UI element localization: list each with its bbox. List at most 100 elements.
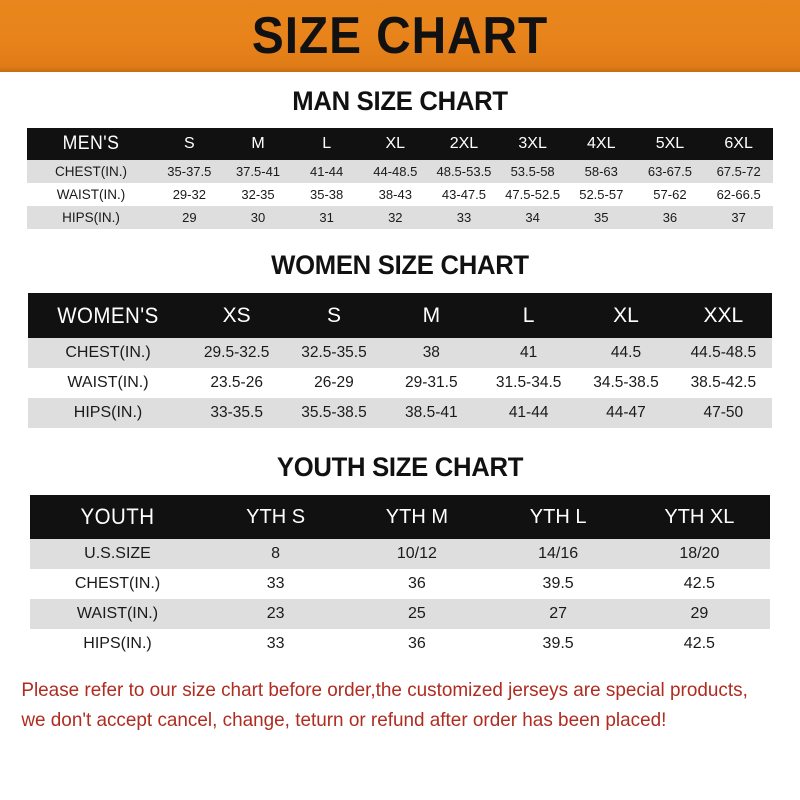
disclaimer-note: Please refer to our size chart before or… — [0, 675, 776, 735]
youth-hips-s: 33 — [266, 635, 285, 652]
men-header-row: MEN'S S M L XL 2XL 3XL 4XL 5XL 6XL — [27, 128, 773, 160]
youth-ussize-s: 8 — [271, 545, 281, 562]
disclaimer-line-2: we don't accept cancel, change, teturn o… — [21, 709, 667, 731]
youth-table-body: U.S.SIZE 8 10/12 14/16 18/20 CHEST(IN.) … — [30, 539, 770, 659]
men-waist-4xl: 52.5-57 — [579, 187, 624, 202]
women-col-m: M — [422, 303, 441, 327]
women-header-row: WOMEN'S XS S M L XL XXL — [28, 293, 772, 338]
women-waist-xs: 23.5-26 — [210, 374, 263, 391]
men-waist-m: 32-35 — [241, 187, 275, 202]
women-chest-xxl: 44.5-48.5 — [690, 344, 757, 361]
women-col-xs: XS — [222, 303, 251, 327]
women-row-label-waist: WAIST(IN.) — [67, 374, 149, 391]
men-row-label-waist: WAIST(IN.) — [56, 187, 126, 202]
youth-hips-l: 39.5 — [542, 635, 574, 652]
table-row: U.S.SIZE 8 10/12 14/16 18/20 — [30, 539, 770, 569]
youth-chest-m: 36 — [407, 575, 426, 592]
section-title-man: MAN SIZE CHART — [292, 86, 508, 116]
youth-waist-xl: 29 — [690, 605, 709, 622]
women-hips-xs: 33-35.5 — [210, 404, 263, 421]
men-chest-5xl: 63-67.5 — [647, 164, 692, 179]
youth-table-head: YOUTH YTH S YTH M YTH L YTH XL — [30, 495, 770, 539]
men-chest-s: 35-37.5 — [167, 164, 212, 179]
youth-col-m: YTH M — [385, 505, 448, 528]
men-chest-6xl: 67.5-72 — [716, 164, 761, 179]
men-hips-5xl: 36 — [662, 210, 678, 225]
men-hips-m: 30 — [250, 210, 266, 225]
youth-header-row: YOUTH YTH S YTH M YTH L YTH XL — [30, 495, 770, 539]
men-waist-xl: 38-43 — [378, 187, 412, 202]
men-col-xl: XL — [385, 135, 406, 152]
table-row: CHEST(IN.) 35-37.5 37.5-41 41-44 44-48.5… — [27, 160, 773, 183]
men-col-s: S — [183, 135, 195, 152]
women-col-l: L — [522, 303, 535, 327]
table-row: HIPS(IN.) 33-35.5 35.5-38.5 38.5-41 41-4… — [28, 398, 772, 428]
men-col-l: L — [322, 135, 332, 152]
men-waist-6xl: 62-66.5 — [716, 187, 761, 202]
table-row: HIPS(IN.) 29 30 31 32 33 34 35 36 37 — [27, 206, 773, 229]
women-chest-l: 41 — [520, 344, 538, 361]
women-hips-l: 41-44 — [508, 404, 549, 421]
youth-chest-xl: 42.5 — [683, 575, 715, 592]
women-row-label-hips: HIPS(IN.) — [73, 404, 143, 421]
youth-col-s: YTH S — [246, 505, 306, 528]
men-col-m: M — [251, 135, 265, 152]
women-waist-xxl: 38.5-42.5 — [690, 374, 757, 391]
youth-ussize-m: 10/12 — [396, 545, 437, 562]
youth-hips-xl: 42.5 — [683, 635, 715, 652]
youth-waist-m: 25 — [407, 605, 426, 622]
men-col-5xl: 5XL — [655, 135, 685, 152]
page-banner: SIZE CHART — [0, 0, 800, 72]
youth-row-label-chest: CHEST(IN.) — [74, 575, 161, 592]
youth-hips-m: 36 — [407, 635, 426, 652]
section-title-youth: YOUTH SIZE CHART — [276, 452, 524, 482]
women-col-xl: XL — [613, 303, 639, 327]
men-table-head: MEN'S S M L XL 2XL 3XL 4XL 5XL 6XL — [27, 128, 773, 160]
women-row-label-chest: CHEST(IN.) — [65, 344, 151, 361]
women-hips-s: 35.5-38.5 — [301, 404, 367, 421]
youth-waist-l: 27 — [549, 605, 568, 622]
women-chest-s: 32.5-35.5 — [301, 344, 367, 361]
men-waist-2xl: 43-47.5 — [441, 187, 486, 202]
men-chest-xl: 44-48.5 — [373, 164, 418, 179]
men-corner-label: MEN'S — [62, 133, 120, 154]
men-table-body: CHEST(IN.) 35-37.5 37.5-41 41-44 44-48.5… — [27, 160, 773, 229]
women-hips-xxl: 47-50 — [703, 404, 744, 421]
men-col-2xl: 2XL — [449, 135, 479, 152]
men-chest-l: 41-44 — [310, 164, 344, 179]
women-chest-xs: 29.5-32.5 — [203, 344, 270, 361]
youth-ussize-l: 14/16 — [538, 545, 579, 562]
section-title-women: WOMEN SIZE CHART — [271, 250, 529, 280]
women-waist-s: 26-29 — [314, 374, 354, 391]
table-row: CHEST(IN.) 33 36 39.5 42.5 — [30, 569, 770, 599]
table-row: WAIST(IN.) 29-32 32-35 35-38 38-43 43-47… — [27, 183, 773, 206]
youth-row-label-waist: WAIST(IN.) — [76, 605, 159, 622]
table-row: CHEST(IN.) 29.5-32.5 32.5-35.5 38 41 44.… — [28, 338, 772, 368]
men-waist-5xl: 57-62 — [653, 187, 687, 202]
youth-ussize-xl: 18/20 — [679, 545, 720, 562]
women-size-table: WOMEN'S XS S M L XL XXL CHEST(IN.) 29.5-… — [28, 293, 772, 428]
youth-col-xl: YTH XL — [664, 505, 735, 528]
men-hips-3xl: 34 — [525, 210, 540, 225]
women-chest-xl: 44.5 — [610, 344, 642, 361]
men-size-table-wrapper: MEN'S S M L XL 2XL 3XL 4XL 5XL 6XL CHEST… — [27, 128, 773, 229]
youth-chest-l: 39.5 — [542, 575, 574, 592]
youth-corner-label: YOUTH — [80, 504, 155, 529]
men-chest-3xl: 53.5-58 — [510, 164, 555, 179]
men-waist-3xl: 47.5-52.5 — [505, 187, 561, 202]
youth-waist-s: 23 — [266, 605, 285, 622]
youth-row-label-hips: HIPS(IN.) — [83, 635, 152, 652]
page-title: SIZE CHART — [251, 7, 549, 65]
women-table-head: WOMEN'S XS S M L XL XXL — [28, 293, 772, 338]
men-row-label-chest: CHEST(IN.) — [55, 164, 127, 179]
table-row: WAIST(IN.) 23 25 27 29 — [30, 599, 770, 629]
women-waist-l: 31.5-34.5 — [495, 374, 562, 391]
women-waist-xl: 34.5-38.5 — [593, 374, 659, 391]
men-hips-l: 31 — [319, 210, 334, 225]
men-chest-4xl: 58-63 — [584, 164, 618, 179]
youth-col-l: YTH L — [529, 505, 587, 528]
youth-size-table: YOUTH YTH S YTH M YTH L YTH XL U.S.SIZE … — [30, 495, 770, 659]
men-hips-2xl: 33 — [456, 210, 472, 225]
table-row: HIPS(IN.) 33 36 39.5 42.5 — [30, 629, 770, 659]
